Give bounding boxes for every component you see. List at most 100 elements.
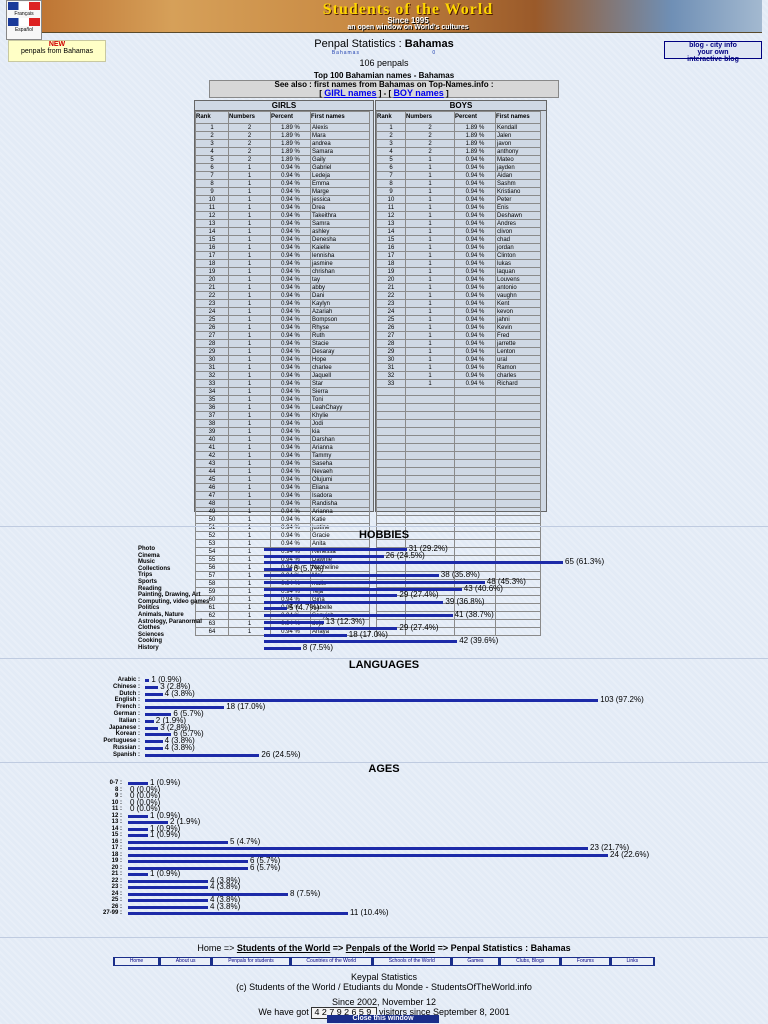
stat-cell: 1 — [405, 219, 455, 228]
bar — [264, 647, 301, 650]
name-cell — [495, 547, 541, 556]
name-cell: Jodi — [310, 419, 370, 428]
stat-cell: 0.94 % — [270, 371, 311, 380]
breadcrumb-home[interactable]: Home => — [197, 943, 235, 953]
bar — [264, 633, 347, 637]
language-flags: Français Español — [6, 0, 42, 40]
stat-cell: 17 — [376, 251, 406, 260]
nav-penpals[interactable]: Penpals for students — [212, 957, 290, 966]
table-row: 33 1 0.94 % Star — [195, 379, 370, 388]
nav-home[interactable]: Home — [114, 957, 159, 966]
name-cell: Kevin — [495, 323, 541, 332]
table-row: 18 1 0.94 % lukas — [376, 259, 541, 268]
bar-value-label: 6 (5.7%) — [293, 563, 324, 573]
name-cell: jordan — [495, 243, 541, 252]
name-cell: Peter — [495, 195, 541, 204]
stat-cell: 0.94 % — [270, 499, 311, 508]
bar-value-label: 1 (0.9%) — [150, 810, 181, 820]
fr-flag-icon[interactable] — [8, 18, 40, 26]
nav-countries[interactable]: Countries of the World — [290, 957, 372, 966]
boy-names-link[interactable]: BOY names — [393, 88, 444, 98]
stat-cell — [405, 483, 455, 492]
stat-cell: 0.94 % — [270, 435, 311, 444]
stat-cell: 1 — [405, 155, 455, 164]
name-cell — [495, 507, 541, 516]
name-cell: Kristiano — [495, 187, 541, 196]
stat-cell: 2 — [405, 123, 455, 132]
stat-cell — [405, 459, 455, 468]
name-cell: Gaily — [310, 155, 370, 164]
penpals-link-text[interactable]: penpals from Bahamas — [21, 48, 93, 55]
stat-cell: 1 — [228, 435, 271, 444]
stat-cell: 2 — [376, 131, 406, 140]
stat-cell: 47 — [195, 491, 229, 500]
table-row: 16 1 0.94 % Kaielle — [195, 243, 370, 252]
stat-cell: 0.94 % — [454, 331, 496, 340]
stat-cell — [454, 475, 496, 484]
bar-value-label: 11 (10.4%) — [350, 908, 389, 917]
name-cell — [495, 619, 541, 628]
stat-cell: 3 — [376, 139, 406, 148]
blog-link-box[interactable]: blog - city info your own interactive bl… — [664, 41, 762, 63]
stat-cell: 6 — [195, 163, 229, 172]
flag-label-es[interactable]: Español — [14, 27, 34, 33]
table-row — [376, 419, 541, 428]
nav-schools[interactable]: Schools of the World — [372, 957, 451, 966]
category-label: Italian : — [118, 717, 140, 724]
us-flag-icon[interactable] — [8, 2, 40, 10]
divider — [0, 526, 768, 527]
table-row: 7 1 0.94 % Aidan — [376, 171, 541, 180]
bar-value-label: 4 (3.8%) — [164, 736, 195, 746]
stat-cell — [405, 491, 455, 500]
nav-clubs[interactable]: Clubs, Blogs — [500, 957, 561, 966]
close-window-button[interactable]: Close this window — [327, 1015, 439, 1023]
nav-forums[interactable]: Forums — [561, 957, 610, 966]
name-cell: Jaquell — [310, 371, 370, 380]
stat-cell: 1 — [405, 339, 455, 348]
nav-about[interactable]: About us — [159, 957, 212, 966]
column-header: Rank — [376, 111, 406, 124]
name-cell: jayden — [495, 163, 541, 172]
breadcrumb-students[interactable]: Students of the World — [236, 943, 331, 953]
penpals-link-box[interactable]: NEW penpals from Bahamas — [8, 40, 106, 62]
stat-cell — [454, 547, 496, 556]
category-label: Portuguese : — [103, 738, 140, 745]
bar — [128, 847, 588, 850]
stat-cell: 1 — [228, 451, 271, 460]
girl-names-link[interactable]: GIRL names — [324, 88, 377, 98]
header-banner[interactable]: Students of the World Since 1995 an open… — [6, 0, 762, 33]
name-cell: Sashm — [495, 179, 541, 188]
blog-line-2: your own — [697, 49, 729, 56]
flag-label-fr[interactable]: Français — [14, 11, 34, 17]
stat-cell: 1 — [228, 283, 271, 292]
stat-cell: 1 — [405, 171, 455, 180]
table-row: 30 1 0.94 % ural — [376, 355, 541, 364]
stat-cell: 7 — [376, 171, 406, 180]
stat-cell: 1 — [405, 211, 455, 220]
stat-cell: 1.89 % — [270, 123, 311, 132]
category-label: 14 : — [111, 825, 122, 832]
name-cell: jarrette — [495, 339, 541, 348]
footer-nav: Home About us Penpals for students Count… — [113, 957, 655, 966]
stat-cell: 0.94 % — [270, 459, 311, 468]
stat-cell: 0.94 % — [454, 299, 496, 308]
nav-games[interactable]: Games — [451, 957, 500, 966]
stat-cell: 1 — [228, 235, 271, 244]
stat-cell: 1 — [405, 163, 455, 172]
nav-links[interactable]: Links — [610, 957, 654, 966]
bar-value-label: 3 (2.8%) — [160, 722, 191, 732]
stat-cell: 29 — [195, 347, 229, 356]
stat-cell: 1.89 % — [270, 139, 311, 148]
stat-cell: 39 — [195, 427, 229, 436]
title-country: Bahamas — [404, 38, 454, 50]
category-label: 9 : — [114, 793, 122, 799]
breadcrumb-penpals[interactable]: Penpals of the World — [345, 943, 436, 953]
stat-cell: 1 — [405, 187, 455, 196]
stat-cell: 0.94 % — [270, 323, 311, 332]
table-row: 27 1 0.94 % Ruth — [195, 331, 370, 340]
stat-cell: 16 — [195, 243, 229, 252]
stat-cell — [376, 443, 406, 452]
table-row: 12 1 0.94 % Takeithra — [195, 211, 370, 220]
stat-cell — [454, 427, 496, 436]
bar-value-label: 38 (35.8%) — [440, 570, 480, 580]
